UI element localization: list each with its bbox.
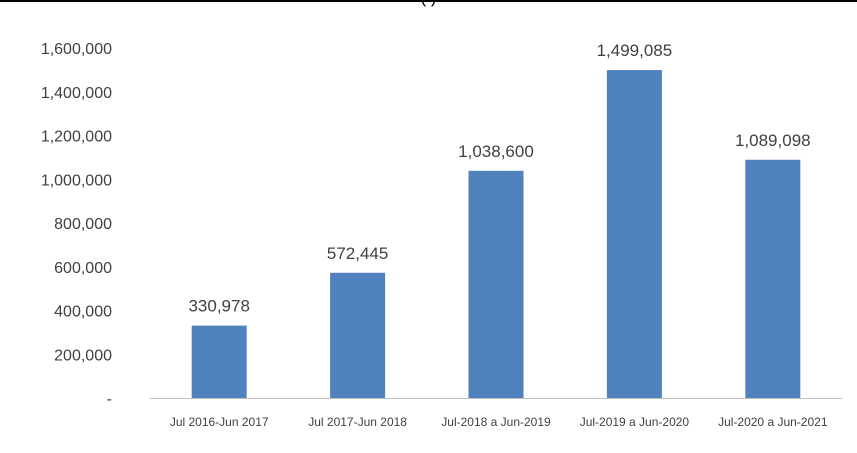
chart-title-cropped: ( ) xyxy=(0,0,857,8)
x-tick-label: Jul-2020 a Jun-2021 xyxy=(718,415,828,429)
x-tick-label: Jul 2017-Jun 2018 xyxy=(308,415,407,429)
y-axis-ticks: - 200,000 400,000 600,000 800,000 1,000,000 1,… xyxy=(41,41,112,408)
x-tick-label: Jul-2018 a Jun-2019 xyxy=(441,415,551,429)
bar xyxy=(330,272,386,398)
data-label: 572,445 xyxy=(327,244,388,263)
bars-group xyxy=(191,70,801,398)
top-border-line xyxy=(0,0,857,2)
x-tick-label: Jul 2016-Jun 2017 xyxy=(170,415,269,429)
y-tick-label: 1,200,000 xyxy=(41,129,112,146)
y-tick-label: 400,000 xyxy=(54,304,112,321)
bar xyxy=(745,159,801,398)
data-label: 330,978 xyxy=(188,297,249,316)
x-tick-label: Jul-2019 a Jun-2020 xyxy=(580,415,690,429)
y-tick-label: - xyxy=(107,391,112,408)
y-tick-label: 1,600,000 xyxy=(41,41,112,58)
data-label: 1,038,600 xyxy=(458,142,534,161)
bar xyxy=(468,170,524,398)
bar xyxy=(606,70,662,398)
x-axis-labels: Jul 2016-Jun 2017 Jul 2017-Jun 2018 Jul-20… xyxy=(170,415,828,429)
y-tick-label: 800,000 xyxy=(54,216,112,233)
data-label: 1,499,085 xyxy=(597,41,673,60)
bar xyxy=(191,325,247,398)
y-tick-label: 1,400,000 xyxy=(41,85,112,102)
data-labels-group: 330,978 572,445 1,038,600 1,499,085 1,089,09… xyxy=(188,41,810,316)
y-tick-label: 600,000 xyxy=(54,260,112,277)
y-tick-label: 1,000,000 xyxy=(41,172,112,189)
y-tick-label: 200,000 xyxy=(54,347,112,364)
data-label: 1,089,098 xyxy=(735,131,811,150)
